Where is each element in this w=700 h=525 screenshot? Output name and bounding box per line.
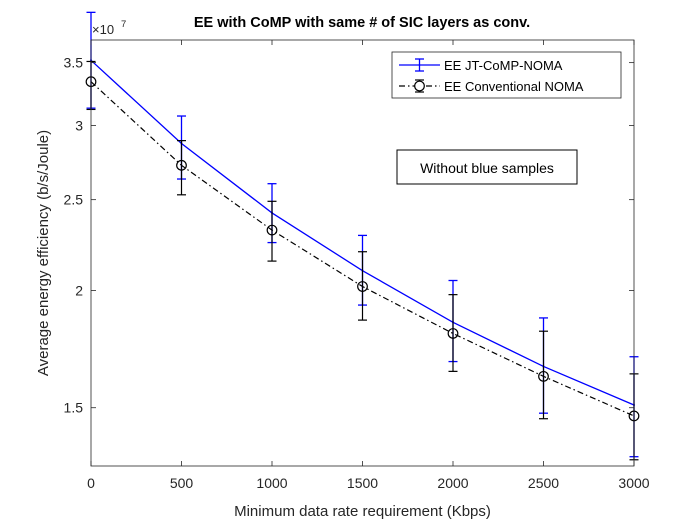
x-tick-label: 1500 <box>347 475 378 491</box>
data-point-conventional <box>538 370 549 382</box>
chart-title: EE with CoMP with same # of SIC layers a… <box>194 15 530 31</box>
annotation-text: Without blue samples <box>420 160 554 176</box>
legend-entry-conventional: EE Conventional NOMA <box>399 79 584 94</box>
legend-marker-circle <box>414 80 425 92</box>
legend: EE JT-CoMP-NOMA EE Conventional NOMA <box>391 51 622 99</box>
x-tick-label: 2000 <box>437 475 468 491</box>
legend-box <box>391 51 622 99</box>
y-axis-exponent: ×10 7 <box>92 19 126 37</box>
y-exponent-base: ×10 <box>92 22 114 37</box>
x-axis-label: Minimum data rate requirement (Kbps) <box>234 503 491 520</box>
y-tick-label: 3 <box>75 117 83 133</box>
data-point-conventional <box>447 328 459 339</box>
y-axis-label: Average energy efficiency (b/s/Joule) <box>35 130 52 376</box>
y-exponent-power: 7 <box>121 19 126 30</box>
x-tick-label: 1000 <box>256 475 287 491</box>
data-point-conventional <box>176 159 187 171</box>
annotation-box: Without blue samples <box>396 149 578 185</box>
x-tick-label: 500 <box>170 475 194 491</box>
x-tick-label: 3000 <box>618 475 649 491</box>
legend-entry-jt-comp: EE JT-CoMP-NOMA <box>399 58 563 73</box>
data-point-conventional <box>357 281 368 292</box>
data-point-conventional <box>266 224 278 236</box>
x-tick-label: 0 <box>87 475 95 491</box>
x-tick-label: 2500 <box>528 475 559 491</box>
axes-layer: 0 500 1000 1500 2000 2500 3000 1.5 2 2.5 3 3.5 <box>64 40 650 491</box>
y-tick-label: 3.5 <box>64 55 84 71</box>
legend-label-jt-comp: EE JT-CoMP-NOMA <box>444 58 563 73</box>
annotation-border <box>396 149 578 185</box>
y-tick-label: 2 <box>75 283 83 299</box>
legend-label-conventional: EE Conventional NOMA <box>444 79 584 94</box>
y-tick-label: 2.5 <box>64 192 84 208</box>
y-tick-label: 1.5 <box>64 400 84 416</box>
